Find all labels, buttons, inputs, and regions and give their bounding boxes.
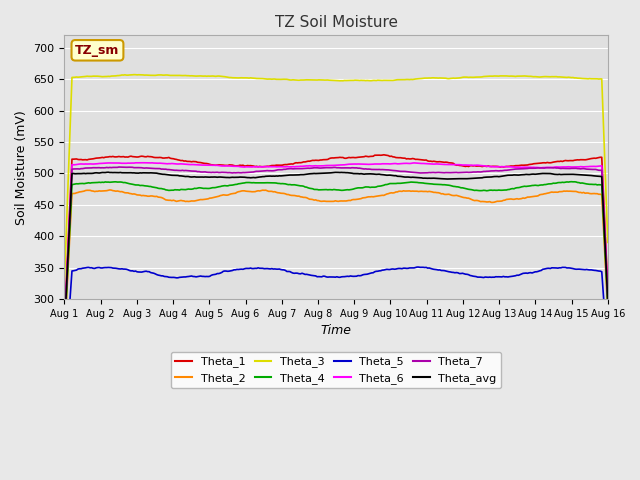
Y-axis label: Soil Moisture (mV): Soil Moisture (mV) (15, 110, 28, 225)
Text: TZ_sm: TZ_sm (76, 44, 120, 57)
Theta_4 (575, 180, 583, 185)
Theta_avg (129, 170, 136, 176)
Theta_6 (300, 163, 307, 169)
Theta_3 (61, 280, 68, 286)
Theta_3 (130, 72, 138, 78)
Theta_2 (252, 189, 259, 194)
Theta_4 (604, 303, 612, 309)
Theta_avg (242, 175, 250, 180)
Title: TZ Soil Moisture: TZ Soil Moisture (275, 15, 397, 30)
Theta_1 (61, 321, 68, 326)
Theta_3 (242, 75, 250, 81)
Theta_1 (223, 163, 230, 168)
Line: Theta_1: Theta_1 (65, 155, 608, 324)
Theta_avg (224, 175, 232, 180)
Theta_2 (224, 192, 232, 198)
Theta_avg (300, 172, 307, 178)
Theta_6 (61, 324, 68, 329)
Legend: Theta_1, Theta_2, Theta_3, Theta_4, Theta_5, Theta_6, Theta_7, Theta_avg: Theta_1, Theta_2, Theta_3, Theta_4, Thet… (171, 352, 501, 388)
Theta_7 (575, 166, 583, 171)
Theta_6 (224, 163, 232, 169)
Theta_4 (298, 183, 306, 189)
Theta_avg (575, 172, 583, 178)
Theta_3 (575, 75, 583, 81)
Theta_1 (241, 163, 248, 169)
Theta_5 (575, 266, 583, 272)
Line: Theta_3: Theta_3 (65, 75, 608, 283)
Theta_7 (115, 164, 123, 170)
Theta_5 (413, 264, 421, 270)
Theta_7 (252, 168, 259, 174)
Theta_3 (252, 75, 259, 81)
Theta_6 (604, 292, 612, 298)
Theta_2 (106, 187, 114, 193)
Line: Theta_4: Theta_4 (65, 182, 608, 336)
Theta_5 (127, 268, 135, 274)
Theta_7 (300, 166, 307, 171)
Theta_3 (604, 240, 612, 245)
Theta_2 (129, 191, 136, 197)
Theta_1 (298, 159, 306, 165)
Theta_avg (61, 328, 68, 334)
X-axis label: Time: Time (321, 324, 351, 337)
Theta_7 (604, 295, 612, 300)
Line: Theta_2: Theta_2 (65, 190, 608, 340)
Theta_avg (104, 169, 112, 175)
Theta_4 (61, 334, 68, 339)
Theta_6 (575, 164, 583, 170)
Theta_4 (127, 181, 135, 187)
Theta_6 (242, 164, 250, 170)
Line: Theta_5: Theta_5 (65, 267, 608, 380)
Line: Theta_7: Theta_7 (65, 167, 608, 328)
Theta_4 (568, 179, 575, 185)
Theta_7 (129, 165, 136, 170)
Theta_5 (604, 355, 612, 361)
Theta_4 (241, 180, 248, 186)
Theta_2 (300, 194, 307, 200)
Theta_3 (127, 72, 135, 78)
Theta_1 (250, 163, 257, 169)
Theta_6 (127, 160, 135, 166)
Theta_3 (224, 74, 232, 80)
Theta_5 (223, 268, 230, 274)
Theta_1 (380, 152, 388, 157)
Theta_3 (300, 77, 307, 83)
Theta_7 (224, 170, 232, 176)
Theta_1 (575, 157, 583, 163)
Theta_5 (241, 266, 248, 272)
Theta_5 (298, 270, 306, 276)
Theta_2 (575, 190, 583, 195)
Theta_6 (141, 160, 148, 166)
Theta_4 (250, 180, 257, 186)
Line: Theta_6: Theta_6 (65, 163, 608, 326)
Theta_1 (604, 287, 612, 293)
Theta_6 (252, 164, 259, 169)
Line: Theta_avg: Theta_avg (65, 172, 608, 331)
Theta_5 (250, 265, 257, 271)
Theta_1 (127, 153, 135, 159)
Theta_4 (223, 183, 230, 189)
Theta_2 (61, 337, 68, 343)
Theta_2 (242, 188, 250, 194)
Theta_5 (61, 377, 68, 383)
Theta_7 (242, 169, 250, 175)
Theta_7 (61, 325, 68, 331)
Theta_avg (604, 298, 612, 304)
Theta_avg (252, 175, 259, 180)
Theta_2 (604, 309, 612, 315)
